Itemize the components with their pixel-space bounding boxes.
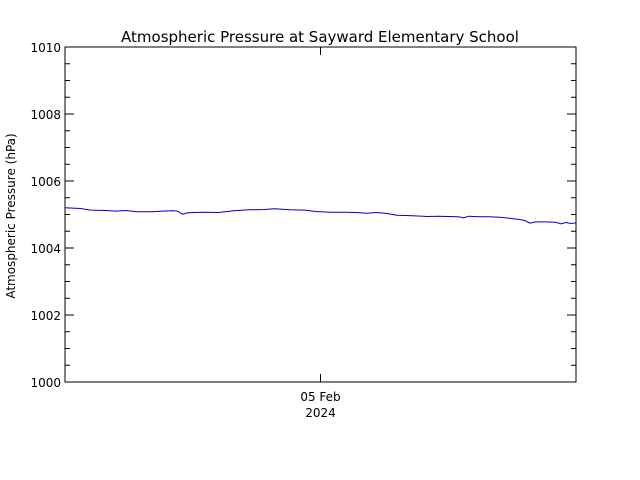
series-layer (64, 207, 577, 225)
y-tick-label: 1006 (30, 175, 61, 189)
x-tick-label-year: 2024 (305, 406, 336, 420)
y-tick-label: 1008 (30, 108, 61, 122)
chart-title: Atmospheric Pressure at Sayward Elementa… (121, 28, 519, 46)
axis-ticks (65, 46, 576, 383)
axis-tick-labels: 1000 1002 1004 1006 1008 1010 05 Feb 2024 (30, 41, 340, 420)
y-axis-label: Atmospheric Pressure (hPa) (4, 133, 18, 298)
y-tick-label: 1004 (30, 242, 61, 256)
plot-frame (64, 46, 577, 383)
x-tick-label-date: 05 Feb (300, 390, 340, 404)
y-tick-label: 1010 (30, 41, 61, 55)
y-tick-label: 1000 (30, 376, 61, 390)
y-tick-label: 1002 (30, 309, 61, 323)
pressure-series-line (64, 207, 577, 225)
